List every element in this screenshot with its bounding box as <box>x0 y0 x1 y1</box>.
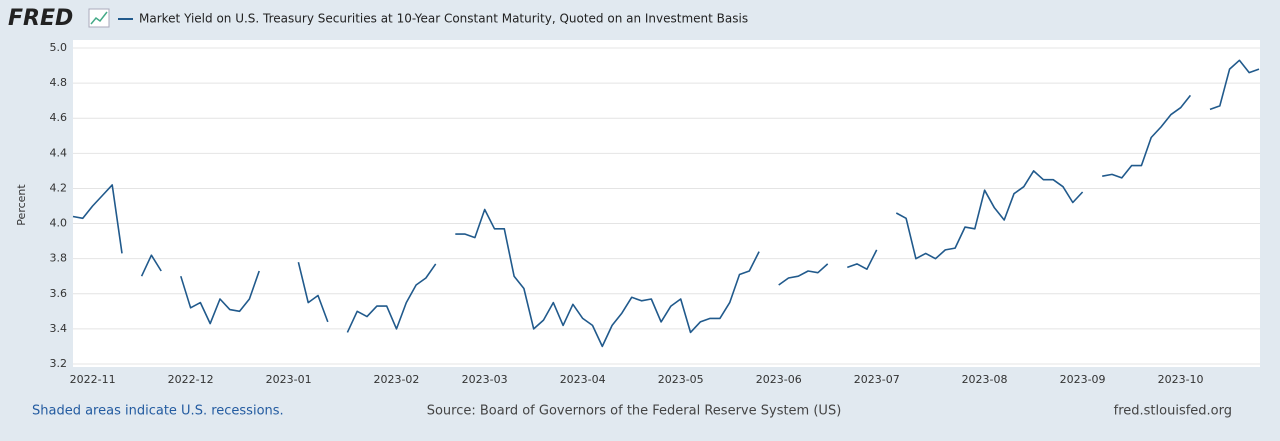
x-tick-label: 2023-05 <box>658 373 704 386</box>
y-tick-label: 3.8 <box>50 252 68 265</box>
y-tick-label: 4.6 <box>50 111 68 124</box>
source: Source: Board of Governors of the Federa… <box>427 404 842 419</box>
x-tick-label: 2023-07 <box>854 373 900 386</box>
y-tick-label: 4.4 <box>50 146 68 159</box>
y-tick-label: 3.4 <box>50 322 68 335</box>
x-tick-label: 2023-06 <box>756 373 802 386</box>
x-tick-label: 2023-08 <box>962 373 1008 386</box>
y-tick-label: 4.2 <box>50 181 68 194</box>
logo-icon <box>88 8 110 28</box>
x-tick-label: 2023-04 <box>560 373 606 386</box>
data-line <box>72 59 1260 348</box>
x-tick-label: 2023-03 <box>462 373 508 386</box>
y-tick-label: 5.0 <box>50 41 68 54</box>
y-axis-label: Percent <box>15 184 28 226</box>
x-tick-label: 2023-09 <box>1060 373 1106 386</box>
x-tick-label: 2023-01 <box>266 373 312 386</box>
y-tick-label: 3.2 <box>50 357 68 370</box>
logo: FRED <box>8 6 73 31</box>
y-tick-label: 3.6 <box>50 287 68 300</box>
y-tick-label: 4.8 <box>50 76 68 89</box>
x-tick-label: 2022-12 <box>168 373 214 386</box>
x-tick-label: 2023-02 <box>373 373 419 386</box>
x-tick-label: 2023-10 <box>1158 373 1204 386</box>
x-tick-label: 2022-11 <box>70 373 116 386</box>
site-link[interactable]: fred.stlouisfed.org <box>1114 404 1232 419</box>
recession-note[interactable]: Shaded areas indicate U.S. recessions. <box>32 404 284 419</box>
y-tick-label: 4.0 <box>50 217 68 230</box>
plot-area <box>73 40 1260 367</box>
chart-title: Market Yield on U.S. Treasury Securities… <box>139 12 748 26</box>
